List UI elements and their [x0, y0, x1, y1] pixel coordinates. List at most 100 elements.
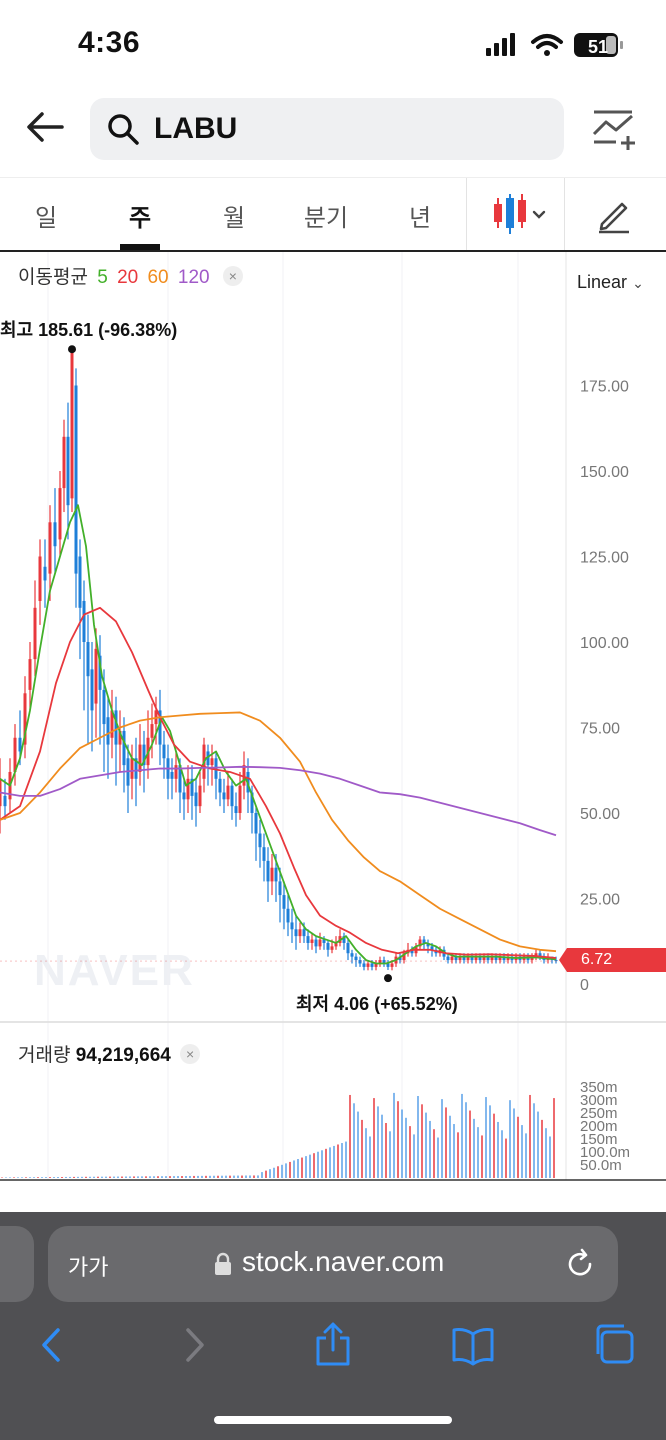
candle-body: [334, 942, 338, 947]
candle-body: [306, 936, 310, 943]
volume-bar: [349, 1094, 351, 1178]
volume-label: 거래량: [18, 1045, 71, 1066]
candle-body: [350, 953, 354, 957]
status-icons: 51: [486, 33, 623, 57]
tab-year[interactable]: 년: [408, 205, 432, 232]
candle-body: [28, 659, 32, 690]
candle-body: [322, 939, 326, 943]
tab-quarter[interactable]: 분기: [303, 205, 349, 232]
address-bar[interactable]: 가가 stock.naver.com: [48, 1226, 618, 1302]
active-tab-indicator: [120, 244, 160, 250]
ma-120-line: [0, 765, 557, 837]
volume-bar: [373, 1098, 375, 1178]
volume-bar: [341, 1143, 343, 1178]
volume-bar: [453, 1124, 455, 1178]
volume-bar: [533, 1103, 535, 1178]
volume-bar: [101, 1176, 103, 1178]
candle-body: [134, 758, 138, 779]
candle-body: [534, 953, 538, 957]
candle-body: [418, 939, 422, 947]
candle-body: [282, 895, 286, 909]
reload-icon[interactable]: [564, 1248, 596, 1280]
stock-chart[interactable]: NAVER 175.00 150.00 125.00 100.00 75.00 50.00…: [0, 252, 666, 1182]
candle-body: [298, 929, 302, 937]
volume-bar: [137, 1176, 139, 1178]
search-query: LABU: [154, 112, 238, 145]
candle-body: [118, 730, 122, 745]
candle-body: [13, 737, 17, 772]
candle-body: [346, 942, 350, 954]
candle-body: [130, 758, 134, 779]
tab-day[interactable]: 일: [34, 205, 58, 232]
candle-body: [378, 960, 382, 964]
volume-bar: [57, 1177, 59, 1178]
volume-bar: [217, 1175, 219, 1178]
browser-forward-icon[interactable]: [170, 1322, 216, 1368]
candle-body: [354, 956, 358, 961]
volume-tick-label: 150m: [580, 1131, 618, 1148]
candle-body: [174, 765, 178, 779]
previous-tab-preview[interactable]: [0, 1226, 34, 1302]
candle-body: [38, 556, 42, 601]
volume-bar: [49, 1177, 51, 1178]
candle-body: [98, 655, 102, 690]
browser-back-icon[interactable]: [30, 1322, 76, 1368]
period-tabs: 일 주 월 분기 년: [0, 178, 666, 252]
candle-body: [450, 956, 454, 961]
volume-value: 94,219,664: [75, 1045, 171, 1066]
close-volume-icon[interactable]: ×: [180, 1044, 201, 1064]
candle-body: [502, 956, 506, 961]
current-price-tag: 6.72: [559, 948, 666, 972]
pencil-draw-icon[interactable]: [594, 194, 634, 234]
volume-bar: [133, 1176, 135, 1178]
candle-body: [234, 806, 238, 813]
candle-body: [194, 792, 198, 807]
tab-week[interactable]: 주: [128, 205, 152, 232]
volume-bar: [197, 1175, 199, 1178]
volume-bar: [245, 1175, 247, 1178]
volume-bar: [313, 1153, 315, 1178]
volume-bar: [149, 1176, 151, 1178]
candle-body: [206, 751, 210, 766]
volume-bar: [161, 1176, 163, 1178]
bookmarks-icon[interactable]: [450, 1322, 496, 1368]
volume-bar: [361, 1119, 363, 1178]
candle-body: [390, 963, 394, 967]
candle-body: [482, 956, 486, 961]
volume-bar: [37, 1177, 39, 1178]
volume-bar: [169, 1176, 171, 1178]
naver-watermark: NAVER: [34, 946, 195, 995]
share-icon[interactable]: [310, 1322, 356, 1368]
tabs-icon[interactable]: [592, 1322, 638, 1368]
volume-bar: [141, 1176, 143, 1178]
volume-bar: [437, 1137, 439, 1178]
candle-body: [90, 669, 94, 711]
volume-bar: [113, 1176, 115, 1178]
volume-bar: [497, 1121, 499, 1178]
candle-body: [454, 956, 458, 961]
ma-20-line: [0, 606, 557, 959]
tab-month[interactable]: 월: [222, 205, 246, 232]
candle-body: [314, 939, 318, 947]
price-tick-label: 150.00: [580, 464, 629, 481]
volume-bar: [185, 1175, 187, 1178]
candle-body: [470, 956, 474, 961]
volume-bar: [281, 1164, 283, 1178]
volume-bar: [377, 1106, 379, 1178]
add-compare-chart-icon[interactable]: [590, 108, 640, 152]
volume-bar: [205, 1175, 207, 1178]
candle-body: [214, 758, 218, 779]
ma-120-label: 120: [177, 267, 210, 288]
text-size-button[interactable]: 가가: [68, 1255, 109, 1280]
scale-selector[interactable]: Linear ⌄: [577, 272, 644, 293]
candle-body: [94, 648, 98, 704]
price-tick-label: 75.00: [580, 721, 620, 738]
volume-bar: [269, 1169, 271, 1178]
candle-body: [262, 847, 266, 861]
back-arrow-icon[interactable]: [22, 104, 68, 150]
close-ma-icon[interactable]: ×: [222, 266, 243, 286]
ma-20-label: 20: [117, 267, 139, 288]
candle-body: [302, 929, 306, 937]
chart-type-candle-icon[interactable]: [488, 192, 554, 236]
search-input[interactable]: LABU: [90, 98, 564, 160]
